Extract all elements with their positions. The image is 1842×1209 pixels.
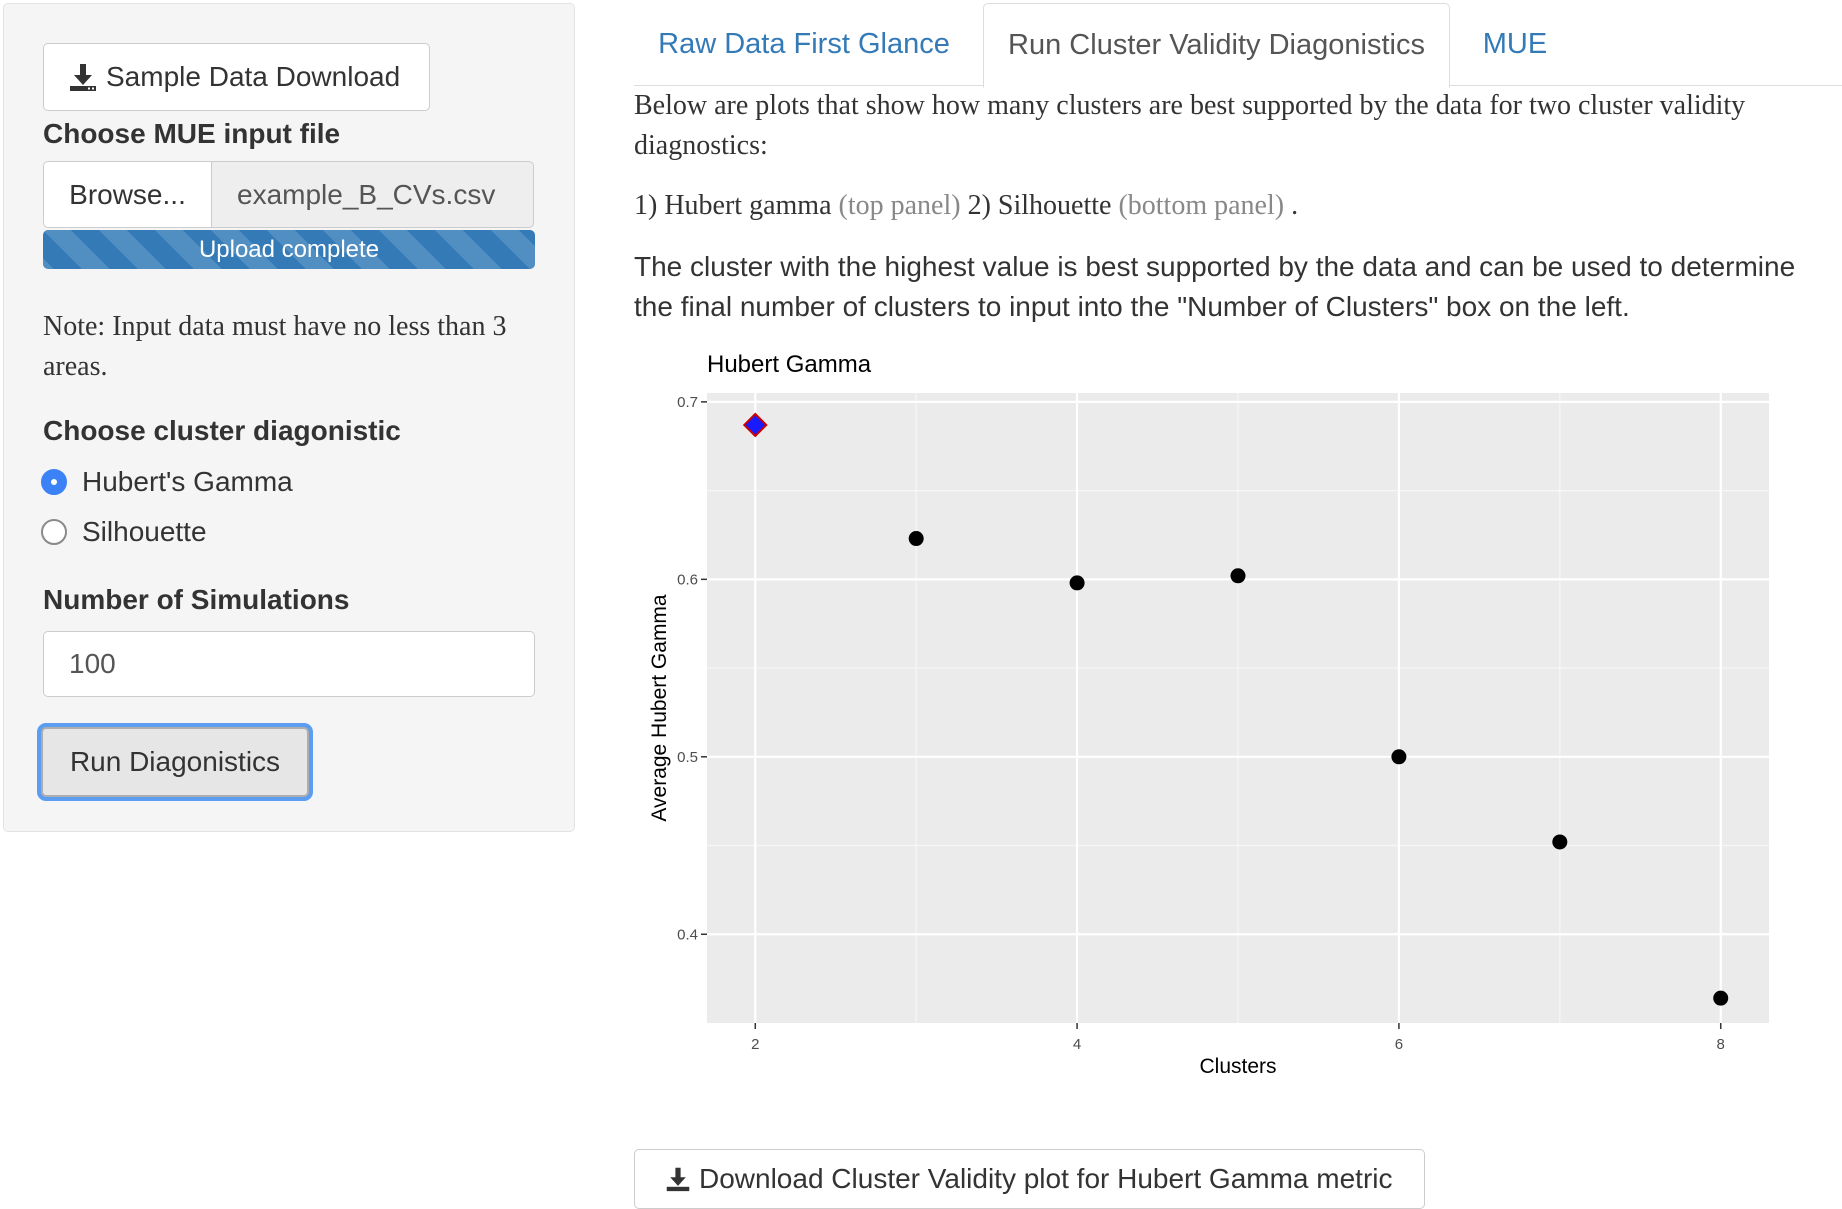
data-point: [908, 531, 924, 547]
y-tick-label: 0.4: [677, 926, 698, 943]
y-tick-label: 0.5: [677, 749, 698, 766]
x-axis-label: Clusters: [1199, 1055, 1276, 1078]
download-plot-button[interactable]: Download Cluster Validity plot for Huber…: [634, 1149, 1425, 1209]
tab-raw-data[interactable]: Raw Data First Glance: [658, 28, 950, 60]
radio-button-unselected[interactable]: [41, 519, 67, 545]
y-tick-label: 0.7: [677, 394, 698, 411]
tab-cluster-validity[interactable]: Run Cluster Validity Diagonistics: [983, 3, 1450, 88]
hubert-gamma-plot: Hubert Gamma 2 4 6 8 0.4 0.5 0.6 0.7 Clusters Aver…: [648, 351, 1769, 1078]
upload-status-text: Upload complete: [198, 235, 380, 263]
file-input-label: Choose MUE input file: [43, 118, 341, 149]
upload-progress-bar: Upload complete: [43, 230, 535, 269]
plot-title: Hubert Gamma: [707, 351, 872, 378]
radio-button-selected[interactable]: [41, 469, 67, 495]
x-tick-label: 2: [751, 1036, 759, 1053]
list-item-silhouette: 2) Silhouette: [967, 190, 1112, 221]
data-point: [1713, 990, 1729, 1006]
simulations-label: Number of Simulations: [43, 584, 350, 615]
download-plot-label: Download Cluster Validity plot for Huber…: [699, 1163, 1393, 1194]
sample-data-download-button[interactable]: Sample Data Download: [43, 43, 430, 111]
x-tick-label: 8: [1717, 1036, 1725, 1053]
x-tick-label: 6: [1395, 1036, 1403, 1053]
simulations-input[interactable]: 100: [43, 631, 535, 697]
download-icon: [666, 1167, 690, 1192]
radio-label-hubert: Hubert's Gamma: [82, 466, 293, 497]
file-name-field[interactable]: example_B_CVs.csv: [212, 161, 534, 228]
list-item-silhouette-note: (bottom panel): [1118, 190, 1285, 221]
explanation-text: The cluster with the highest value is be…: [634, 251, 1796, 322]
diagnostic-label: Choose cluster diagonistic: [43, 415, 401, 446]
list-end: .: [1291, 190, 1299, 221]
radio-option-silhouette[interactable]: Silhouette: [41, 516, 207, 548]
tab-mue[interactable]: MUE: [1482, 28, 1548, 60]
data-point: [1230, 568, 1246, 584]
list-item-hubert: 1) Hubert gamma: [634, 190, 832, 221]
sample-data-download-label: Sample Data Download: [106, 61, 401, 92]
data-point: [1552, 834, 1568, 850]
list-item-hubert-note: (top panel): [838, 190, 961, 221]
radio-option-hubert[interactable]: Hubert's Gamma: [41, 466, 293, 498]
y-axis-label: Average Hubert Gamma: [648, 594, 671, 822]
file-input-group: Browse... example_B_CVs.csv: [43, 161, 534, 228]
download-icon: [70, 64, 96, 91]
run-diagnostics-button[interactable]: Run Diagonistics: [41, 727, 309, 797]
y-tick-label: 0.6: [677, 571, 698, 588]
radio-label-silhouette: Silhouette: [82, 516, 207, 547]
data-point-highlight: [742, 412, 768, 438]
browse-button[interactable]: Browse...: [43, 161, 212, 228]
data-point: [1069, 575, 1085, 591]
panel-list: 1) Hubert gamma (top panel) 2) Silhouett…: [634, 186, 1298, 226]
input-note: Note: Input data must have no less than …: [43, 311, 507, 382]
x-tick-label: 4: [1073, 1036, 1081, 1053]
intro-text: Below are plots that show how many clust…: [634, 90, 1746, 161]
upload-progress-fill: Upload complete: [43, 230, 535, 269]
data-point: [1391, 749, 1407, 765]
tab-bar: Raw Data First Glance Run Cluster Validi…: [634, 0, 1842, 88]
sidebar-panel: Sample Data Download Choose MUE input fi…: [3, 3, 575, 832]
